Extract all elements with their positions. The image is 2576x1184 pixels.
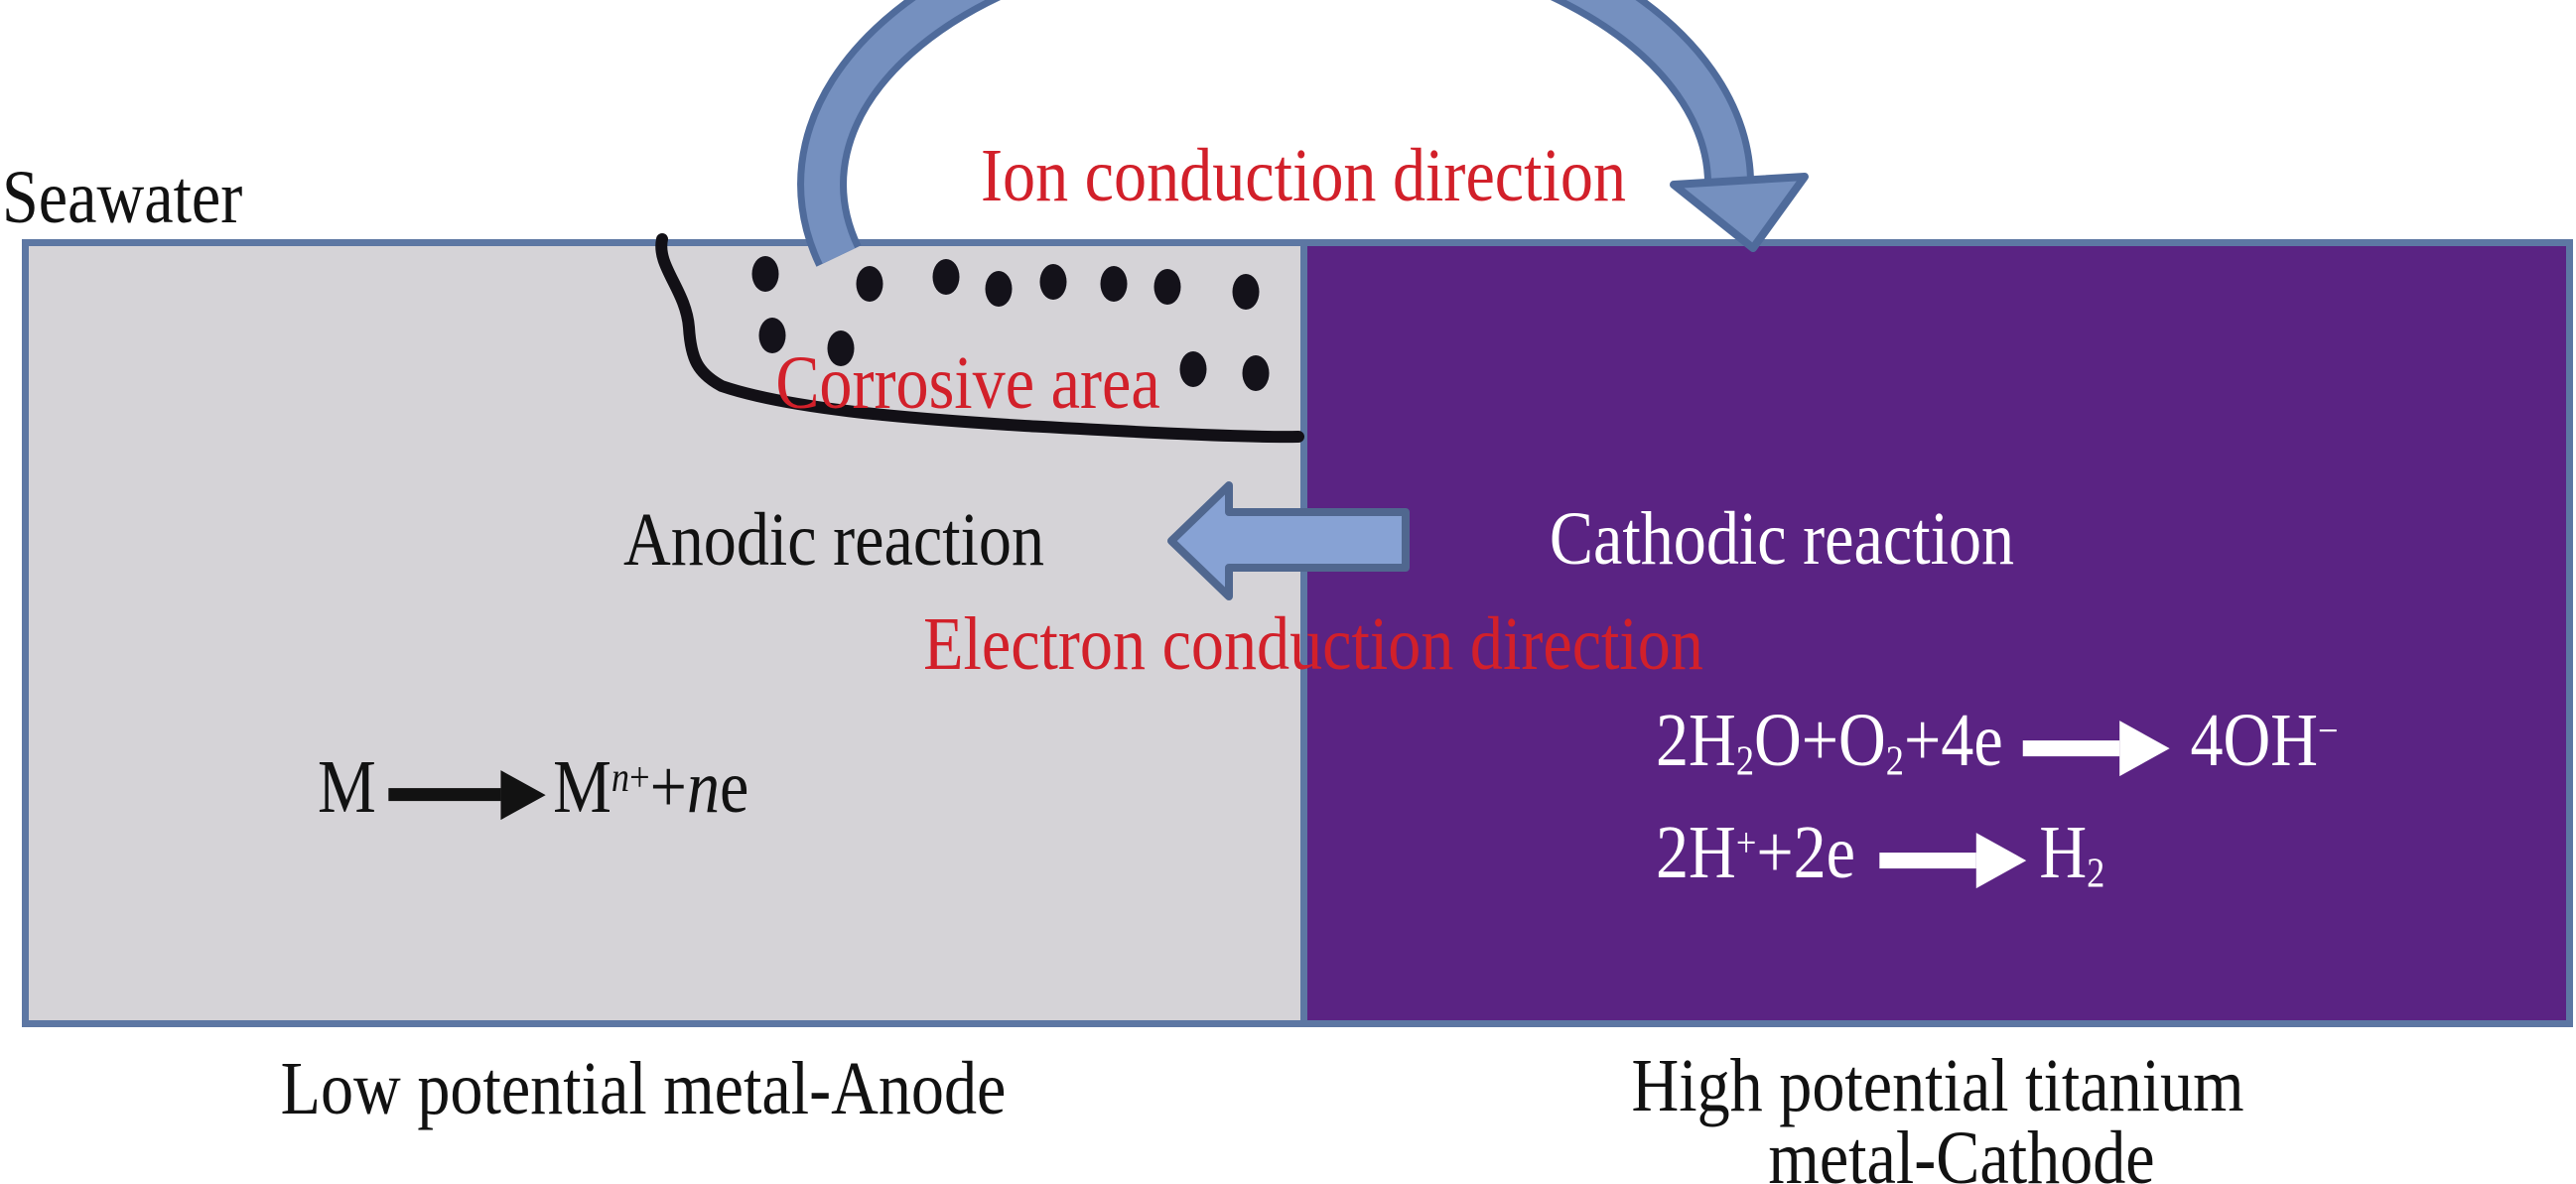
corrosive-area-label: Corrosive area xyxy=(775,341,1160,426)
cathode-metal-panel xyxy=(1300,239,2573,1027)
seawater-label: Seawater xyxy=(2,156,243,240)
anodic-reaction-title: Anodic reaction xyxy=(622,498,1045,583)
electron-conduction-label: Electron conduction direction xyxy=(923,602,1703,687)
anode-reactant: M xyxy=(318,745,376,830)
reaction-arrow-icon xyxy=(2022,720,2170,776)
anode-half-reaction: M Mn++ne xyxy=(318,745,749,830)
cathodic-reaction-title: Cathodic reaction xyxy=(1549,497,2015,582)
reaction-arrow-icon xyxy=(1879,832,2027,888)
anode-product: M xyxy=(553,745,611,830)
reaction-arrow-icon xyxy=(387,769,546,820)
cathode-caption-line2: metal-Cathode xyxy=(1768,1117,2155,1184)
cathode-caption-line1: High potential titanium xyxy=(1631,1044,2244,1128)
ion-arc-band-outline xyxy=(797,0,1755,267)
cathode-reaction-2: 2H++2e H2 xyxy=(1656,811,2105,897)
ion-arc-arrowhead-icon xyxy=(1670,173,1809,252)
ion-conduction-label: Ion conduction direction xyxy=(981,134,1626,218)
ion-arc-band xyxy=(804,0,1748,264)
cathode-reaction-1: 2H2O+O2+4e 4OH− xyxy=(1656,699,2339,785)
anode-caption: Low potential metal-Anode xyxy=(280,1047,1007,1131)
